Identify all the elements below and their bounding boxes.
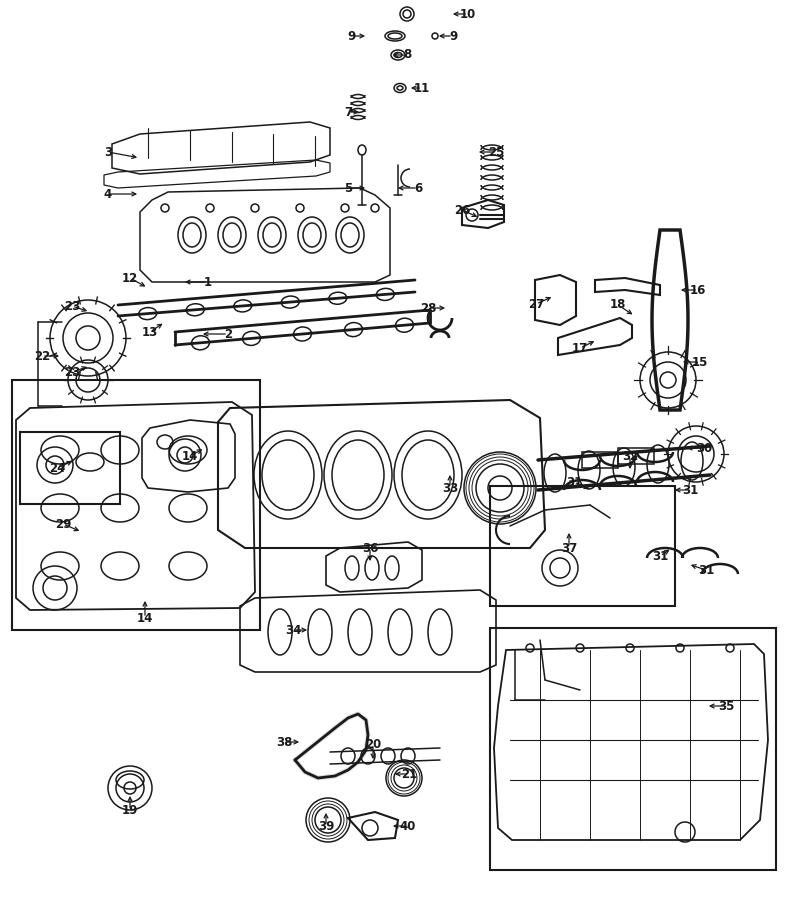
Text: 17: 17 <box>572 341 588 355</box>
Text: 26: 26 <box>454 203 470 217</box>
Text: 11: 11 <box>414 82 430 94</box>
Text: 10: 10 <box>460 7 476 21</box>
Text: 22: 22 <box>34 349 50 363</box>
Text: 27: 27 <box>528 298 544 310</box>
Text: 4: 4 <box>104 187 112 201</box>
Text: 15: 15 <box>691 356 708 368</box>
Text: 36: 36 <box>362 542 378 554</box>
Text: 23: 23 <box>64 300 80 312</box>
Bar <box>582 452 618 468</box>
Text: 24: 24 <box>49 462 65 474</box>
Text: 18: 18 <box>610 299 626 311</box>
Text: 16: 16 <box>690 284 707 296</box>
Text: 5: 5 <box>344 182 352 194</box>
Text: 13: 13 <box>142 326 158 338</box>
Text: 1: 1 <box>204 275 212 289</box>
Text: 8: 8 <box>403 49 411 61</box>
Text: 19: 19 <box>122 804 138 816</box>
Text: 14: 14 <box>137 611 153 625</box>
Text: 31: 31 <box>682 483 698 497</box>
Text: 40: 40 <box>400 820 416 832</box>
Text: 6: 6 <box>414 182 422 194</box>
Text: 39: 39 <box>318 820 334 832</box>
Text: 37: 37 <box>561 542 577 554</box>
Text: 25: 25 <box>488 146 504 158</box>
Text: 38: 38 <box>276 735 292 749</box>
Text: 7: 7 <box>344 105 352 119</box>
Text: 20: 20 <box>365 737 381 751</box>
Text: 12: 12 <box>122 272 138 284</box>
Text: 31: 31 <box>566 475 582 489</box>
Text: 33: 33 <box>442 482 458 494</box>
Text: 14: 14 <box>182 449 198 463</box>
Text: 3: 3 <box>104 146 112 158</box>
Text: 34: 34 <box>285 624 301 636</box>
Text: 23: 23 <box>64 365 80 379</box>
Text: 31: 31 <box>698 563 714 577</box>
Bar <box>618 448 654 464</box>
Text: 35: 35 <box>718 699 734 713</box>
Text: 28: 28 <box>419 302 436 314</box>
Text: 31: 31 <box>652 550 668 562</box>
Text: 21: 21 <box>401 768 417 780</box>
Text: 9: 9 <box>449 30 457 42</box>
Text: 30: 30 <box>696 442 712 454</box>
Text: 9: 9 <box>348 30 356 42</box>
Text: 29: 29 <box>55 518 71 530</box>
Text: 32: 32 <box>622 449 638 463</box>
Text: 2: 2 <box>224 328 232 340</box>
